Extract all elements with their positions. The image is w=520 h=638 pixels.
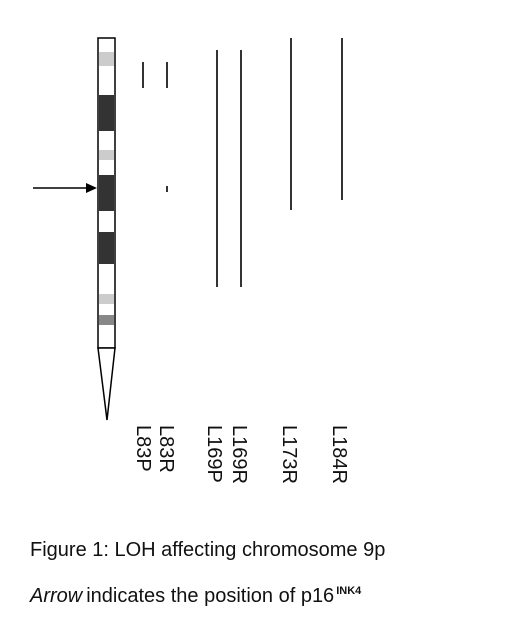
sample-label: L83P: [132, 425, 154, 472]
band: [99, 175, 114, 211]
band: [99, 95, 114, 131]
band: [99, 150, 114, 160]
caption-title: Figure 1: LOH affecting chromosome 9p: [30, 539, 385, 561]
band: [99, 294, 114, 304]
caption-line: Arrow indicates the position of p16 INK4: [29, 585, 362, 607]
sample-label: L184R: [328, 425, 350, 484]
sample-label: L173R: [278, 425, 300, 484]
caption-arrow-word: Arrow: [29, 585, 84, 607]
caption-text: indicates the position of p16: [86, 585, 334, 607]
band: [99, 315, 114, 325]
sample-label: L169R: [228, 425, 250, 484]
caption-superscript: INK4: [336, 585, 362, 597]
band: [99, 232, 114, 264]
sample-label: L83R: [155, 425, 177, 473]
sample-label: L169P: [203, 425, 225, 483]
band: [99, 52, 114, 66]
chromosome-tail: [97, 347, 116, 421]
arrow-head: [86, 183, 97, 193]
